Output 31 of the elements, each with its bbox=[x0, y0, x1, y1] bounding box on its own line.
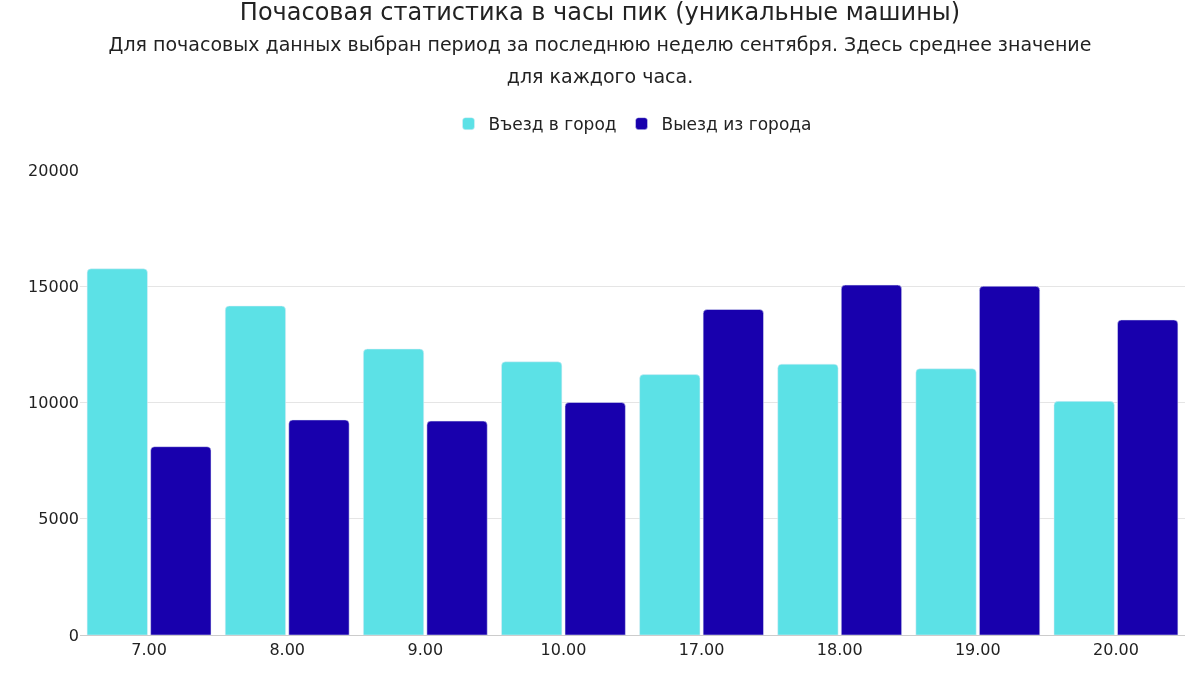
bar bbox=[841, 284, 902, 635]
y-tick-label: 20000 bbox=[28, 160, 79, 180]
x-tick-label: 8.00 bbox=[269, 640, 305, 660]
x-tick-label: 9.00 bbox=[407, 640, 444, 660]
bar bbox=[639, 374, 701, 635]
bar bbox=[915, 368, 977, 635]
bar bbox=[1117, 319, 1179, 635]
x-tick-label: 7.00 bbox=[131, 640, 167, 660]
bar bbox=[1053, 401, 1115, 635]
chart-subtitle: Для почасовых данных выбран период за последнюю неделю сентября. Здесь среднее значение для каждого часа. bbox=[108, 33, 1092, 87]
bar bbox=[777, 363, 839, 635]
bar bbox=[979, 286, 1041, 635]
bar bbox=[86, 268, 148, 635]
bar bbox=[702, 309, 764, 635]
x-tick-label: 18.00 bbox=[816, 640, 863, 660]
x-tick-label: 20.00 bbox=[1093, 640, 1139, 660]
x-tick-label: 19.00 bbox=[954, 640, 1001, 660]
legend-label: Въезд в город bbox=[488, 114, 617, 135]
y-tick-label: 5000 bbox=[38, 509, 79, 529]
bar bbox=[426, 420, 488, 635]
bar bbox=[224, 305, 286, 635]
y-tick-label: 0 bbox=[68, 625, 79, 645]
x-tick-label: 17.00 bbox=[678, 640, 725, 660]
x-tick-label: 10.00 bbox=[540, 640, 587, 660]
chart-title: Почасовая статистика в часы пик (уникальные машины) bbox=[239, 0, 961, 27]
y-tick-label: 10000 bbox=[28, 393, 79, 413]
bar bbox=[288, 419, 350, 635]
y-tick-label: 15000 bbox=[28, 276, 79, 296]
bar bbox=[363, 348, 424, 635]
bar bbox=[150, 446, 212, 635]
legend-label: Выезд из города bbox=[661, 114, 812, 135]
